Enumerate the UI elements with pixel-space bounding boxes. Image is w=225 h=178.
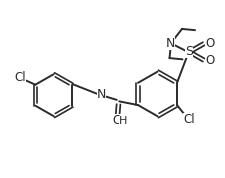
Text: N: N [166,37,176,50]
Text: O: O [113,114,122,127]
Text: H: H [119,116,127,126]
Text: O: O [205,54,215,67]
Text: Cl: Cl [183,113,195,126]
Text: N: N [97,88,106,101]
Text: O: O [205,37,215,50]
Text: S: S [185,45,193,58]
Text: Cl: Cl [15,72,26,85]
